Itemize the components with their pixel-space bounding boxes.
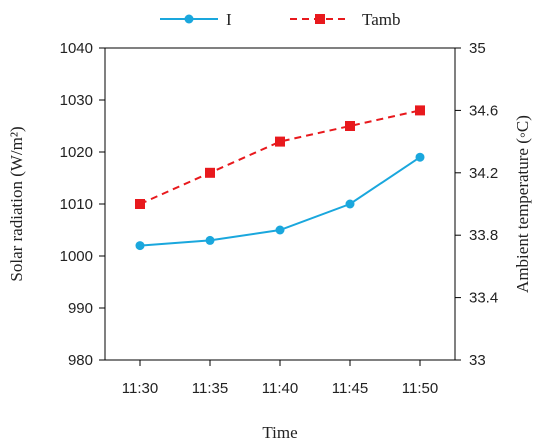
plot-frame	[104, 47, 456, 361]
left-axis-title: Solar radiation (W/m²)	[7, 126, 26, 281]
left-tick-label: 1010	[60, 196, 93, 213]
series-line-tamb	[139, 109, 421, 205]
left-tick-label: 1030	[60, 92, 93, 109]
right-tick-label: 33.4	[469, 290, 498, 307]
data-point-i	[415, 152, 425, 162]
data-point-tamb	[275, 136, 285, 147]
x-tick-label: 11:40	[262, 380, 298, 397]
data-point-tamb	[415, 105, 425, 116]
data-point-i	[135, 241, 145, 251]
left-tick-label: 1000	[60, 248, 93, 265]
legend-label-i: I	[226, 10, 232, 29]
right-tick-label: 34.6	[469, 102, 498, 119]
right-tick-label: 35	[469, 40, 486, 57]
data-point-tamb	[205, 167, 215, 178]
right-tick-label: 33.8	[469, 227, 498, 244]
data-point-i	[205, 235, 215, 245]
left-tick-label: 1020	[60, 144, 93, 161]
legend: I Tamb	[160, 10, 400, 29]
series-layer	[135, 105, 425, 251]
right-axis-ticks: 33 33.4 33.8 34.2 34.6 35	[455, 40, 498, 369]
x-axis-ticks: 11:30 11:35 11:40 11:45 11:50	[122, 360, 438, 397]
x-tick-label: 11:35	[192, 380, 228, 397]
left-tick-label: 990	[68, 300, 93, 317]
data-point-i	[345, 199, 355, 209]
data-point-i	[275, 225, 285, 235]
right-tick-label: 33	[469, 352, 486, 369]
left-tick-label: 1040	[60, 40, 93, 57]
legend-item-i: I	[160, 10, 232, 29]
right-axis-title: Ambient temperature (◦C)	[513, 115, 532, 293]
legend-marker-tamb	[315, 14, 325, 24]
legend-item-tamb: Tamb	[290, 10, 400, 29]
right-tick-label: 34.2	[469, 165, 498, 182]
x-tick-label: 11:45	[332, 380, 368, 397]
left-axis-ticks: 980 990 1000 1010 1020 1030 1040	[60, 40, 105, 369]
data-point-tamb	[345, 121, 355, 131]
x-tick-label: 11:30	[122, 380, 158, 397]
left-tick-label: 980	[68, 352, 93, 369]
legend-marker-i	[184, 14, 194, 24]
legend-label-tamb: Tamb	[362, 10, 400, 29]
x-axis-title: Time	[262, 423, 297, 442]
data-point-tamb	[135, 199, 145, 209]
x-tick-label: 11:50	[402, 380, 438, 397]
